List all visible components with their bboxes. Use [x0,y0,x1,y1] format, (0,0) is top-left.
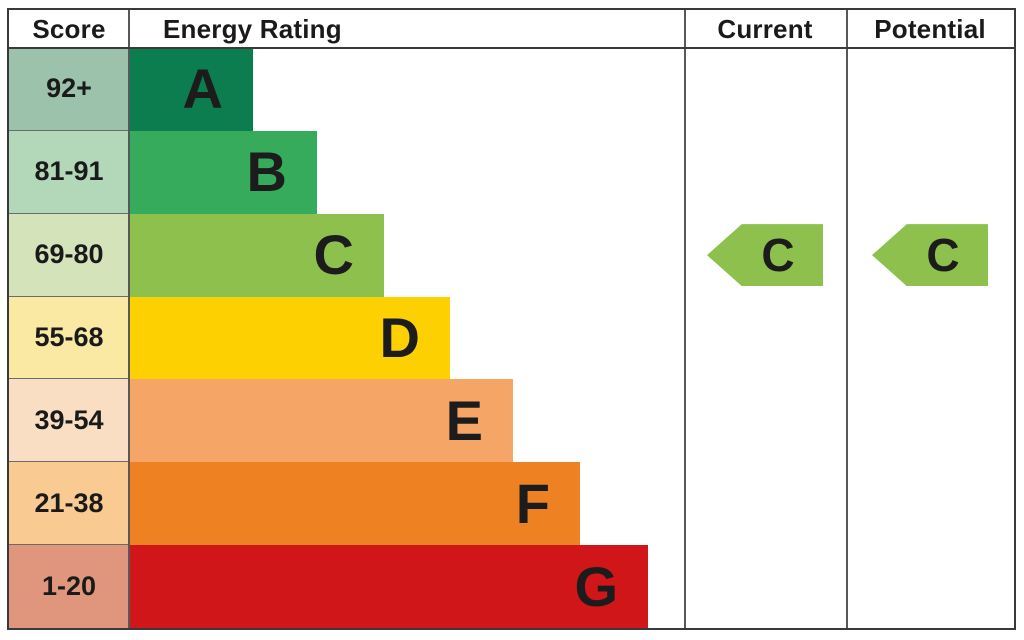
rating-bar-g: G [129,545,648,628]
rating-letter-b: B [246,140,287,204]
score-range-e: 39-54 [9,379,129,463]
current-rating-letter: C [761,229,795,282]
column-divider-current [684,10,686,628]
rating-bar-b: B [129,130,317,214]
header-current: Current [684,10,846,48]
score-range-f: 21-38 [9,462,129,546]
header-score: Score [9,10,129,48]
score-range-g: 1-20 [9,545,129,628]
rating-letter-e: E [445,388,483,452]
column-divider-score [128,10,130,628]
score-range-b: 81-91 [9,130,129,214]
band-row-g: G [129,545,684,628]
rating-letter-a: A [182,57,223,121]
rating-bar-c: C [129,213,384,297]
rating-table: Score Energy Rating Current Potential 92… [7,8,1016,630]
rating-bar-d: D [129,296,450,380]
score-range-d: 55-68 [9,296,129,380]
column-divider-potential [846,10,848,628]
current-rating-arrow: C [707,224,823,287]
band-row-e: E [129,379,684,463]
band-row-b: B [129,130,684,214]
rating-letter-g: G [574,554,618,618]
header-divider [9,47,1014,49]
rating-letter-c: C [313,223,354,287]
potential-rating-arrow: C [872,224,988,287]
potential-rating-letter: C [926,229,960,282]
header-energy-rating: Energy Rating [129,10,684,48]
header-potential: Potential [846,10,1014,48]
score-range-c: 69-80 [9,213,129,297]
band-row-c: C [129,213,684,297]
current-rating-cell: C [684,214,846,297]
score-range-a: 92+ [9,48,129,131]
rating-bar-f: F [129,462,580,546]
rating-letter-d: D [379,305,420,369]
rating-bar-a: A [129,48,253,131]
band-row-a: A [129,48,684,131]
potential-rating-cell: C [846,214,1014,297]
band-row-f: F [129,462,684,546]
band-row-d: D [129,296,684,380]
rating-bar-e: E [129,379,513,463]
rating-letter-f: F [515,471,550,535]
